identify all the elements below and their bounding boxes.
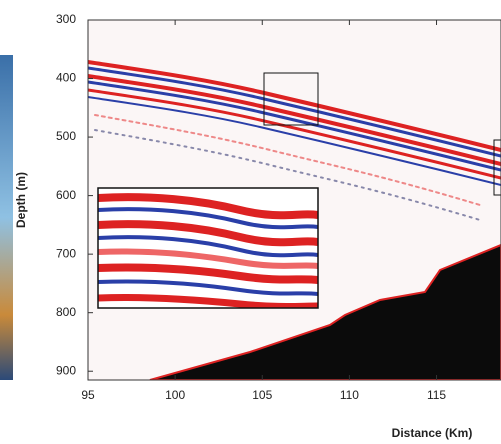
y-tick-label: 600 [56, 188, 76, 202]
x-tick-label: 105 [252, 388, 272, 402]
x-tick-label: 115 [427, 388, 446, 402]
inset [97, 187, 319, 309]
y-tick-label: 900 [56, 363, 76, 377]
y-tick-label: 400 [56, 71, 76, 85]
x-axis-label: Distance (Km) [392, 426, 473, 440]
side-photo [0, 55, 13, 380]
y-tick-label: 300 [56, 12, 76, 26]
x-tick-label: 110 [340, 388, 359, 402]
plot-frame [87, 19, 501, 381]
y-tick-label: 500 [56, 129, 76, 143]
y-tick-label: 700 [56, 246, 76, 260]
y-axis-label: Depth (m) [14, 172, 28, 228]
x-tick-label: 95 [81, 388, 95, 402]
x-tick-label: 100 [165, 388, 185, 402]
y-tick-label: 800 [56, 305, 76, 319]
